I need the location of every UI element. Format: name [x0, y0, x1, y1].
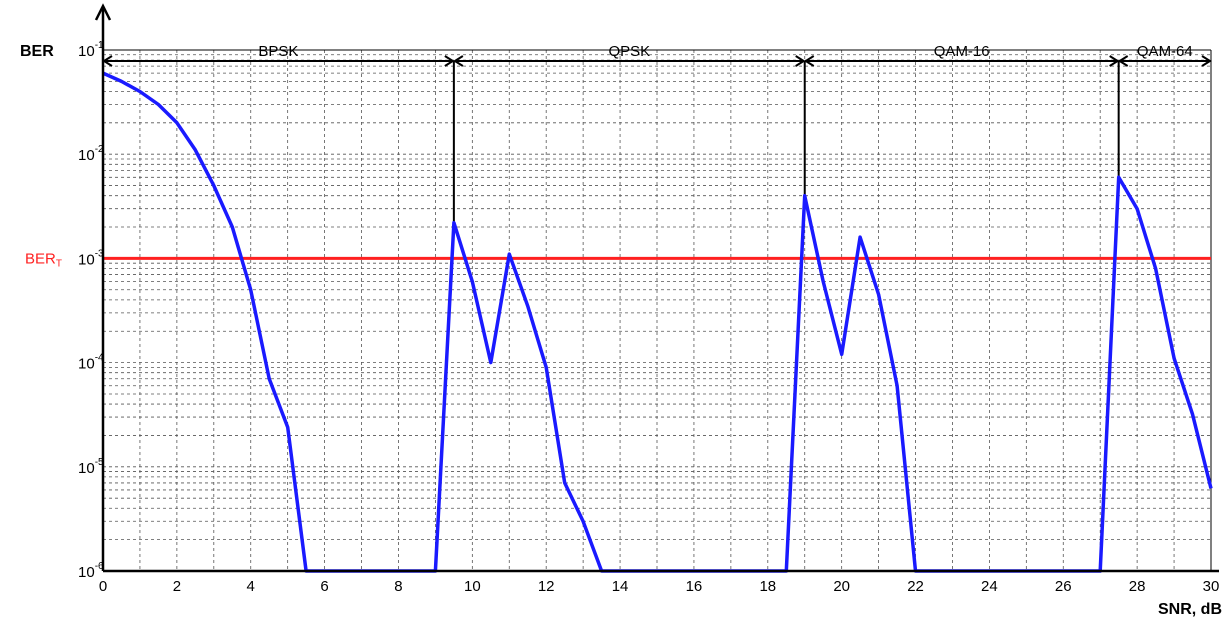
- region-label: QPSK: [608, 43, 650, 60]
- threshold-label: BERT: [25, 250, 62, 269]
- region-label: QAM-64: [1137, 43, 1193, 60]
- region-arrow-head-left: [452, 55, 464, 67]
- x-tick-label: 6: [320, 578, 328, 595]
- x-tick-label: 2: [173, 578, 181, 595]
- x-tick-label: 12: [538, 578, 555, 595]
- x-tick-labels: 0 2 4 6 8 10 12 14 16 18 20 22 24 26 28 30: [99, 578, 1220, 595]
- x-tick-label: 10: [464, 578, 481, 595]
- region-arrow-head-left: [1117, 55, 1129, 67]
- x-tick-label: 26: [1055, 578, 1072, 595]
- y-tick-base: 10: [78, 251, 95, 268]
- y-tick-exponent: -4: [95, 353, 104, 364]
- region-arrow-head-left: [803, 55, 815, 67]
- y-tick-label: 10-5: [78, 457, 104, 477]
- y-tick-label: 10-4: [78, 353, 104, 373]
- region-arrow-head-right: [795, 55, 806, 67]
- grid: [103, 49, 1211, 571]
- x-tick-label: 16: [686, 578, 703, 595]
- y-axis-title: BER: [20, 43, 54, 60]
- y-tick-label: 10-6: [78, 561, 104, 581]
- y-tick-base: 10: [78, 460, 95, 477]
- y-tick-base: 10: [78, 147, 95, 164]
- x-tick-label: 4: [247, 578, 255, 595]
- y-axis-arrow: [94, 3, 112, 21]
- y-tick-label: 10-2: [78, 144, 104, 164]
- x-tick-label: 30: [1203, 578, 1220, 595]
- axes: BER SNR, dB: [20, 3, 1222, 618]
- y-tick-base: 10: [78, 43, 95, 60]
- y-tick-label: 10-3: [78, 248, 104, 268]
- ber-threshold: BERT: [25, 250, 1211, 269]
- modulation-regions: BPSK QPSK QAM-16 QAM-64: [102, 43, 1212, 223]
- x-tick-label: 20: [833, 578, 850, 595]
- y-tick-exponent: -1: [95, 40, 104, 51]
- x-tick-label: 28: [1129, 578, 1146, 595]
- y-tick-exponent: -2: [95, 144, 104, 155]
- x-tick-label: 0: [99, 578, 107, 595]
- y-tick-exponent: -3: [95, 248, 104, 259]
- y-tick-base: 10: [78, 356, 95, 373]
- x-axis-title: SNR, dB: [1158, 601, 1222, 618]
- y-tick-exponent: -5: [95, 457, 104, 468]
- x-tick-label: 18: [759, 578, 776, 595]
- y-tick-labels: 10-110-210-310-410-510-6: [78, 40, 104, 581]
- x-tick-label: 8: [394, 578, 402, 595]
- region-label: QAM-16: [934, 43, 990, 60]
- y-tick-base: 10: [78, 564, 95, 581]
- x-tick-label: 24: [981, 578, 998, 595]
- x-tick-label: 14: [612, 578, 629, 595]
- region-label: BPSK: [258, 43, 298, 60]
- x-tick-label: 22: [907, 578, 924, 595]
- y-tick-exponent: -6: [95, 561, 104, 572]
- y-tick-label: 10-1: [78, 40, 104, 60]
- region-arrow-head-right: [1201, 55, 1212, 67]
